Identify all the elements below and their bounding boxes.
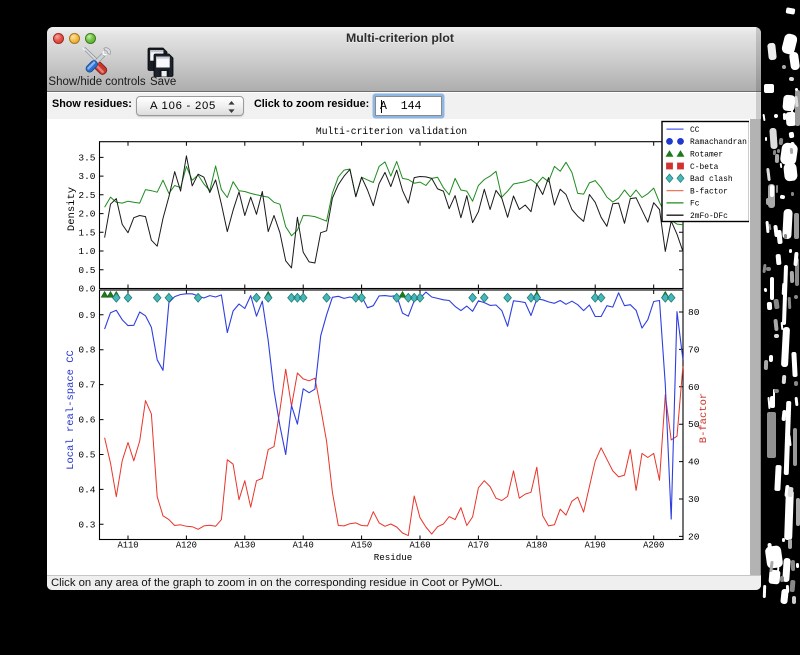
svg-text:CC: CC [690,126,700,135]
svg-text:80: 80 [688,307,700,318]
svg-text:Fc: Fc [690,200,700,209]
svg-text:0.7: 0.7 [78,380,95,391]
svg-text:B-factor: B-factor [698,393,710,443]
svg-text:60: 60 [688,382,700,393]
svg-text:Bad clash: Bad clash [690,175,733,184]
svg-text:A130: A130 [234,541,255,551]
svg-text:Residue: Residue [374,552,413,563]
svg-text:B-factor: B-factor [690,187,728,196]
svg-text:A140: A140 [293,541,314,551]
svg-text:A150: A150 [351,541,372,551]
svg-text:3.5: 3.5 [78,152,95,163]
svg-text:70: 70 [688,344,700,355]
svg-text:Local real-space CC: Local real-space CC [65,350,77,470]
svg-text:Density: Density [66,187,78,231]
svg-text:0.6: 0.6 [78,415,95,426]
svg-text:A160: A160 [409,541,430,551]
svg-text:1.0: 1.0 [78,246,95,257]
svg-text:40: 40 [688,457,700,468]
svg-text:0.5: 0.5 [78,450,95,461]
svg-text:0.4: 0.4 [78,484,95,495]
svg-text:A120: A120 [176,541,197,551]
svg-text:Multi-criterion validation: Multi-criterion validation [316,126,467,137]
svg-text:3.0: 3.0 [78,171,95,182]
svg-text:Ramachandran: Ramachandran [690,138,747,147]
svg-text:C-beta: C-beta [690,163,719,172]
svg-text:2mFo-DFc: 2mFo-DFc [690,212,728,221]
svg-text:0.5: 0.5 [78,265,95,276]
svg-text:2.5: 2.5 [78,190,95,201]
svg-text:1.5: 1.5 [78,227,95,238]
svg-text:Rotamer: Rotamer [690,151,723,160]
svg-text:20: 20 [688,531,700,542]
svg-text:50: 50 [688,419,700,430]
svg-text:0.0: 0.0 [78,284,95,295]
svg-text:A170: A170 [468,541,489,551]
svg-text:A110: A110 [117,541,138,551]
svg-text:2.0: 2.0 [78,209,95,220]
svg-text:0.9: 0.9 [78,310,95,321]
svg-text:A190: A190 [585,541,606,551]
svg-text:A200: A200 [643,541,664,551]
svg-text:0.3: 0.3 [78,519,95,530]
svg-text:30: 30 [688,494,700,505]
svg-text:A180: A180 [526,541,547,551]
svg-text:0.8: 0.8 [78,345,95,356]
